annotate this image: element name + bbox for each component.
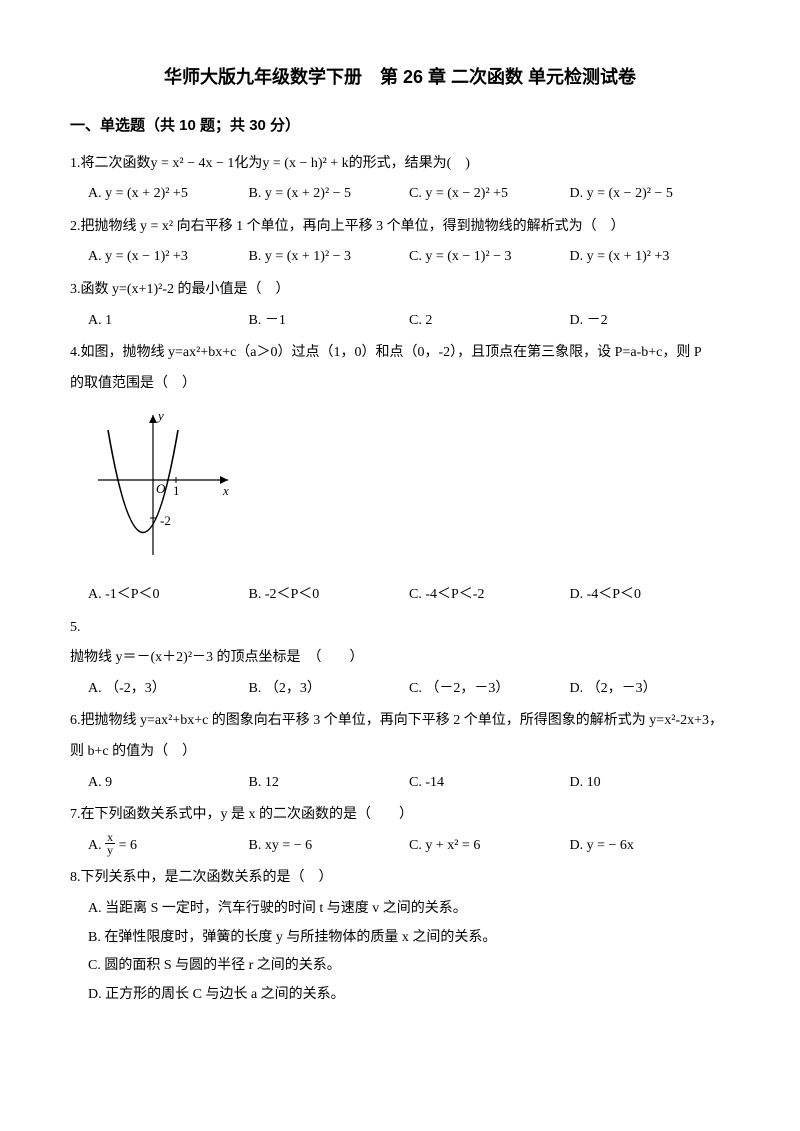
q8-option-c: C. 圆的面积 S 与圆的半径 r 之间的关系。 (88, 953, 730, 980)
q4-option-b: B. -2＜P＜0 (249, 582, 410, 609)
q2-option-c: C. y = (x − 1)² − 3 (409, 244, 570, 271)
q1-option-c: C. y = (x − 2)² +5 (409, 181, 570, 208)
q5-option-c: C. （－2，－3） (409, 676, 570, 703)
question-4: 4.如图，抛物线 y=ax²+bx+c（a＞0）过点（1，0）和点（0，-2），… (70, 340, 730, 367)
q8-option-d: D. 正方形的周长 C 与边长 a 之间的关系。 (88, 982, 730, 1009)
question-4-options: A. -1＜P＜0 B. -2＜P＜0 C. -4＜P＜-2 D. -4＜P＜0 (70, 582, 730, 609)
fraction-icon: xy (105, 831, 115, 856)
question-5-num: 5. (70, 615, 730, 642)
svg-text:y: y (156, 408, 164, 423)
q7-option-c: C. y + x² = 6 (409, 833, 570, 860)
q5-option-d: D. （2，－3） (570, 676, 731, 703)
q7-option-a: A. xy = 6 (88, 833, 249, 860)
question-8-text: 8.下列关系中，是二次函数关系的是（ ） (70, 870, 333, 885)
question-6-options: A. 9 B. 12 C. -14 D. 10 (70, 770, 730, 797)
question-4-line2: 的取值范围是（ ） (70, 371, 730, 398)
q4-option-c: C. -4＜P＜-2 (409, 582, 570, 609)
question-6: 6.把抛物线 y=ax²+bx+c 的图象向右平移 3 个单位，再向下平移 2 … (70, 708, 730, 735)
q8-option-b: B. 在弹性限度时，弹簧的长度 y 与所挂物体的质量 x 之间的关系。 (88, 925, 730, 952)
question-3: 3.函数 y=(x+1)²-2 的最小值是（ ） (70, 277, 730, 304)
q7-option-d: D. y = − 6x (570, 833, 731, 860)
svg-text:1: 1 (173, 483, 180, 498)
question-8-options: A. 当距离 S 一定时，汽车行驶的时间 t 与速度 v 之间的关系。 B. 在… (70, 896, 730, 1008)
q2-option-a: A. y = (x − 1)² +3 (88, 244, 249, 271)
q3-option-b: B. －1 (249, 308, 410, 335)
section-heading: 一、单选题（共 10 题；共 30 分） (70, 112, 730, 141)
question-3-text: 3.函数 y=(x+1)²-2 的最小值是（ ） (70, 282, 289, 297)
q3-option-a: A. 1 (88, 308, 249, 335)
q7-a-pre: A. (88, 838, 105, 853)
page-title: 华师大版九年级数学下册 第 26 章 二次函数 单元检测试卷 (70, 60, 730, 94)
svg-text:x: x (222, 483, 229, 498)
question-6-text-2: 则 b+c 的值为（ ） (70, 744, 196, 759)
question-6-text-1: 6.把抛物线 y=ax²+bx+c 的图象向右平移 3 个单位，再向下平移 2 … (70, 713, 723, 728)
question-4-figure: y x O 1 -2 (88, 405, 730, 576)
q1-option-d: D. y = (x − 2)² − 5 (570, 181, 731, 208)
q6-option-c: C. -14 (409, 770, 570, 797)
svg-text:-2: -2 (160, 513, 171, 528)
q6-option-b: B. 12 (249, 770, 410, 797)
q2-option-b: B. y = (x + 1)² − 3 (249, 244, 410, 271)
q5-option-a: A. （-2，3） (88, 676, 249, 703)
q6-option-a: A. 9 (88, 770, 249, 797)
parabola-graph: y x O 1 -2 (88, 405, 238, 565)
q4-option-a: A. -1＜P＜0 (88, 582, 249, 609)
question-5-text-2: 抛物线 y＝－(x＋2)²－3 的顶点坐标是 （ ） (70, 650, 364, 665)
question-4-text-1: 4.如图，抛物线 y=ax²+bx+c（a＞0）过点（1，0）和点（0，-2），… (70, 345, 702, 360)
q2-option-d: D. y = (x + 1)² +3 (570, 244, 731, 271)
question-7-text: 7.在下列函数关系式中，y 是 x 的二次函数的是（ ） (70, 807, 413, 822)
question-1-options: A. y = (x + 2)² +5 B. y = (x + 2)² − 5 C… (70, 181, 730, 208)
question-5-text-1: 5. (70, 620, 81, 635)
question-2-text: 2.把抛物线 y = x² 向右平移 1 个单位，再向上平移 3 个单位，得到抛… (70, 219, 625, 234)
q1-option-b: B. y = (x + 2)² − 5 (249, 181, 410, 208)
q7-option-b: B. xy = − 6 (249, 833, 410, 860)
q8-option-a: A. 当距离 S 一定时，汽车行驶的时间 t 与速度 v 之间的关系。 (88, 896, 730, 923)
question-7-options: A. xy = 6 B. xy = − 6 C. y + x² = 6 D. y… (70, 833, 730, 860)
question-8: 8.下列关系中，是二次函数关系的是（ ） (70, 865, 730, 892)
question-5: 抛物线 y＝－(x＋2)²－3 的顶点坐标是 （ ） (70, 645, 730, 672)
svg-text:O: O (156, 481, 166, 496)
question-5-options: A. （-2，3） B. （2，3） C. （－2，－3） D. （2，－3） (70, 676, 730, 703)
question-6-line2: 则 b+c 的值为（ ） (70, 739, 730, 766)
question-2-options: A. y = (x − 1)² +3 B. y = (x + 1)² − 3 C… (70, 244, 730, 271)
q3-option-c: C. 2 (409, 308, 570, 335)
q1-option-a: A. y = (x + 2)² +5 (88, 181, 249, 208)
question-2: 2.把抛物线 y = x² 向右平移 1 个单位，再向上平移 3 个单位，得到抛… (70, 214, 730, 241)
q7-a-post: = 6 (115, 838, 137, 853)
q6-option-d: D. 10 (570, 770, 731, 797)
question-7: 7.在下列函数关系式中，y 是 x 的二次函数的是（ ） (70, 802, 730, 829)
q3-option-d: D. －2 (570, 308, 731, 335)
q5-option-b: B. （2，3） (249, 676, 410, 703)
question-1-text: 1.将二次函数y = x² − 4x − 1化为y = (x − h)² + k… (70, 156, 470, 171)
q4-option-d: D. -4＜P＜0 (570, 582, 731, 609)
question-3-options: A. 1 B. －1 C. 2 D. －2 (70, 308, 730, 335)
question-4-text-2: 的取值范围是（ ） (70, 376, 196, 391)
question-1: 1.将二次函数y = x² − 4x − 1化为y = (x − h)² + k… (70, 151, 730, 178)
